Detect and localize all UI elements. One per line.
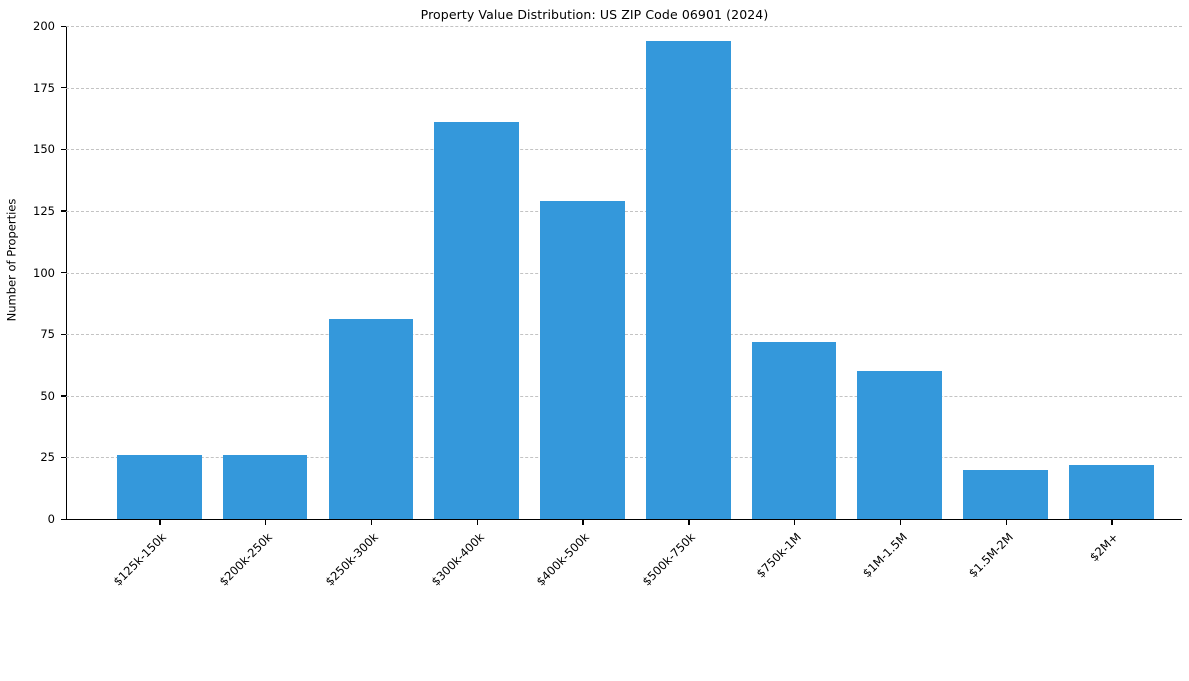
plot-area xyxy=(66,26,1182,519)
y-axis-tick xyxy=(61,25,66,27)
gridline xyxy=(66,149,1182,151)
y-axis-tick-label: 0 xyxy=(47,512,55,526)
y-axis-tick xyxy=(61,456,66,459)
bar[interactable] xyxy=(751,341,837,519)
y-axis-tick xyxy=(61,87,66,89)
x-axis-tick xyxy=(370,520,373,525)
x-axis-tick xyxy=(899,520,902,525)
x-axis-tick xyxy=(688,520,690,525)
chart-figure: Property Value Distribution: US ZIP Code… xyxy=(2,0,1182,589)
x-axis-tick xyxy=(582,520,584,525)
x-axis-tick xyxy=(794,520,796,525)
y-axis-tick xyxy=(61,210,66,212)
x-axis-tick xyxy=(476,520,478,525)
y-axis-tick xyxy=(61,272,66,274)
x-axis-tick xyxy=(1111,520,1113,525)
y-axis-tick xyxy=(61,333,66,335)
gridline xyxy=(66,26,1182,27)
y-axis-tick-label: 175 xyxy=(33,80,55,95)
y-axis-tick-label: 200 xyxy=(33,19,55,33)
y-axis-tick xyxy=(61,148,66,151)
y-axis-label: Number of Properties xyxy=(2,0,20,519)
x-axis-spine xyxy=(66,519,1182,521)
y-axis-tick-label: 125 xyxy=(33,203,55,218)
x-axis-tick xyxy=(265,520,267,525)
x-axis-tick xyxy=(159,520,161,525)
y-axis-tick-label: 150 xyxy=(33,142,55,157)
y-axis-tick-label: 25 xyxy=(40,450,55,465)
bar[interactable] xyxy=(540,201,625,519)
bar[interactable] xyxy=(645,40,731,519)
x-axis-tick xyxy=(1005,520,1007,525)
y-axis-tick-label: 50 xyxy=(40,388,55,403)
bar[interactable] xyxy=(963,469,1048,519)
bar[interactable] xyxy=(222,454,308,519)
y-axis-tick-label: 100 xyxy=(33,265,55,280)
y-axis-tick xyxy=(61,395,66,397)
gridline xyxy=(66,87,1182,89)
bar[interactable] xyxy=(857,371,943,519)
y-axis-tick xyxy=(61,518,66,520)
bar[interactable] xyxy=(117,454,202,519)
y-axis-tick-label: 75 xyxy=(40,327,55,342)
bar[interactable] xyxy=(1069,464,1154,519)
chart-title: Property Value Distribution: US ZIP Code… xyxy=(420,7,769,22)
bar[interactable] xyxy=(328,319,414,519)
bar[interactable] xyxy=(434,122,519,519)
